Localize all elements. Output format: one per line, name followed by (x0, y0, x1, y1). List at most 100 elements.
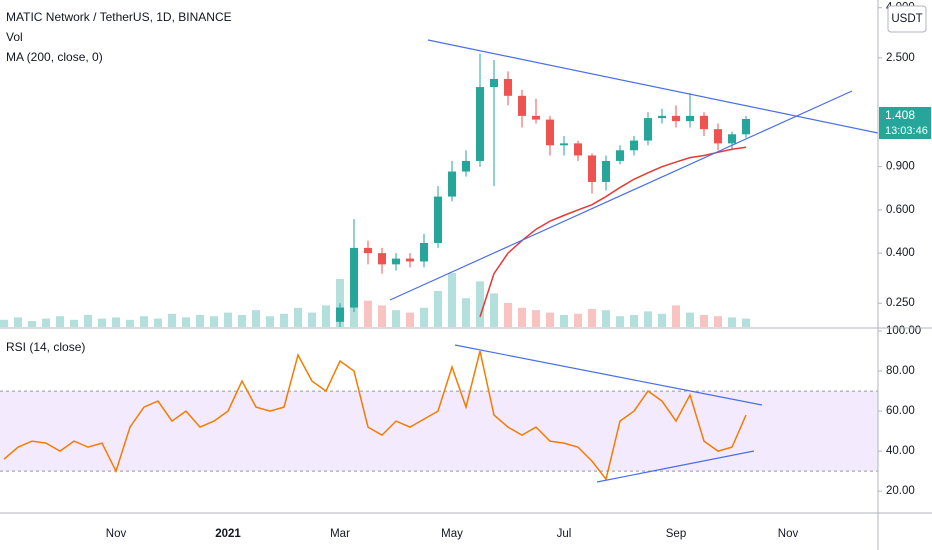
candle-body (532, 115, 540, 120)
candle-body (588, 155, 596, 182)
rsi-line (3, 350, 747, 481)
volume-bar (196, 315, 204, 327)
volume-bar (182, 317, 190, 327)
legend-entry: Vol (6, 30, 23, 44)
volume-bar (98, 318, 106, 327)
volume-bar (448, 273, 456, 327)
trend-line (454, 344, 763, 406)
volume-bar (518, 307, 526, 327)
candle-body (742, 118, 750, 135)
candle-body (686, 115, 694, 122)
volume-bar (588, 309, 596, 327)
volume-bar (266, 316, 274, 327)
volume-bar (14, 317, 22, 327)
volume-bar (238, 315, 246, 327)
volume-bar (322, 305, 330, 327)
x-tick-label: Mar (330, 528, 350, 540)
y-tick-label: 0.900 (886, 161, 915, 173)
candle-body (644, 118, 652, 141)
volume-bar (392, 310, 400, 327)
volume-bar (154, 318, 162, 327)
volume-bar (490, 293, 498, 327)
trend-line (389, 90, 853, 301)
volume-bar (56, 316, 64, 327)
y-tick-label: 40.00 (886, 445, 915, 457)
volume-bar (476, 281, 484, 327)
volume-bar (672, 305, 680, 327)
volume-bar (112, 317, 120, 327)
y-tick-label: 80.00 (886, 365, 915, 377)
chart-title: MATIC Network / TetherUS, 1D, BINANCE (6, 10, 232, 24)
volume-bar (434, 291, 442, 327)
volume-bar (224, 312, 232, 327)
candle-body (700, 115, 708, 130)
volume-bar (602, 310, 610, 327)
candle-body (350, 247, 358, 308)
candle-body (616, 150, 624, 161)
candle-body (546, 119, 554, 146)
x-tick-label: Nov (106, 528, 127, 540)
volume-bar (28, 321, 36, 327)
volume-bar (728, 317, 736, 327)
candle-body (504, 78, 512, 96)
candle-body (336, 307, 344, 322)
volume-bar (532, 310, 540, 327)
y-tick-label: 20.00 (886, 485, 915, 497)
candle-body (420, 242, 428, 262)
volume-bar (574, 313, 582, 327)
volume-bar (420, 307, 428, 327)
candle-body (406, 258, 414, 262)
x-tick-label: Jul (557, 528, 572, 540)
trend-drawings (389, 39, 879, 483)
volume-bar (280, 313, 288, 327)
candle-body (658, 115, 666, 119)
x-tick-label: May (441, 528, 463, 540)
trend-line (427, 39, 879, 134)
volume-bar (140, 316, 148, 327)
y-tick-label: 60.00 (886, 405, 915, 417)
candle-body (574, 143, 582, 156)
volume-bar (70, 319, 78, 327)
countdown-label: 13:03:46 (885, 125, 928, 137)
volume-bar (336, 279, 344, 327)
volume-bar (504, 303, 512, 327)
volume-bar (658, 313, 666, 327)
x-tick-label: Nov (778, 528, 799, 540)
y-tick-label: 0.250 (886, 297, 915, 309)
candle-body (630, 140, 638, 151)
y-tick-label: 0.400 (886, 247, 915, 259)
last-price-label: 1.408 (885, 108, 915, 122)
volume-bar (546, 312, 554, 327)
candle-body (728, 134, 736, 144)
candle-body (560, 143, 568, 146)
volume-bar (294, 307, 302, 327)
currency-box[interactable] (887, 5, 927, 33)
volume-bar (714, 316, 722, 327)
volume-bar (700, 315, 708, 327)
currency-label: USDT (891, 13, 922, 25)
volume-bar (686, 312, 694, 327)
candle-body (434, 196, 442, 243)
rsi-band (0, 391, 878, 472)
candle-body (714, 129, 722, 144)
candle-body (462, 160, 470, 172)
last-price-box (879, 106, 931, 139)
volume-bar (560, 315, 568, 327)
candle-body (364, 247, 372, 254)
volume-bar (364, 300, 372, 327)
volume-bar (644, 311, 652, 327)
volume-bar (84, 315, 92, 327)
candle-body (448, 171, 456, 197)
volume-bar (168, 313, 176, 327)
main-layer: 0.2500.4000.6000.9002.5004.00020.0040.00… (3, 2, 931, 540)
background-layer (0, 261, 878, 472)
candle-body (602, 160, 610, 182)
x-tick-label: Sep (666, 528, 686, 540)
volume-bar (378, 305, 386, 327)
volume-bar (126, 319, 134, 327)
candle-body (518, 95, 526, 116)
legend-entry: MA (200, close, 0) (6, 50, 103, 64)
volume-bar (630, 315, 638, 327)
volume-bar (406, 312, 414, 327)
